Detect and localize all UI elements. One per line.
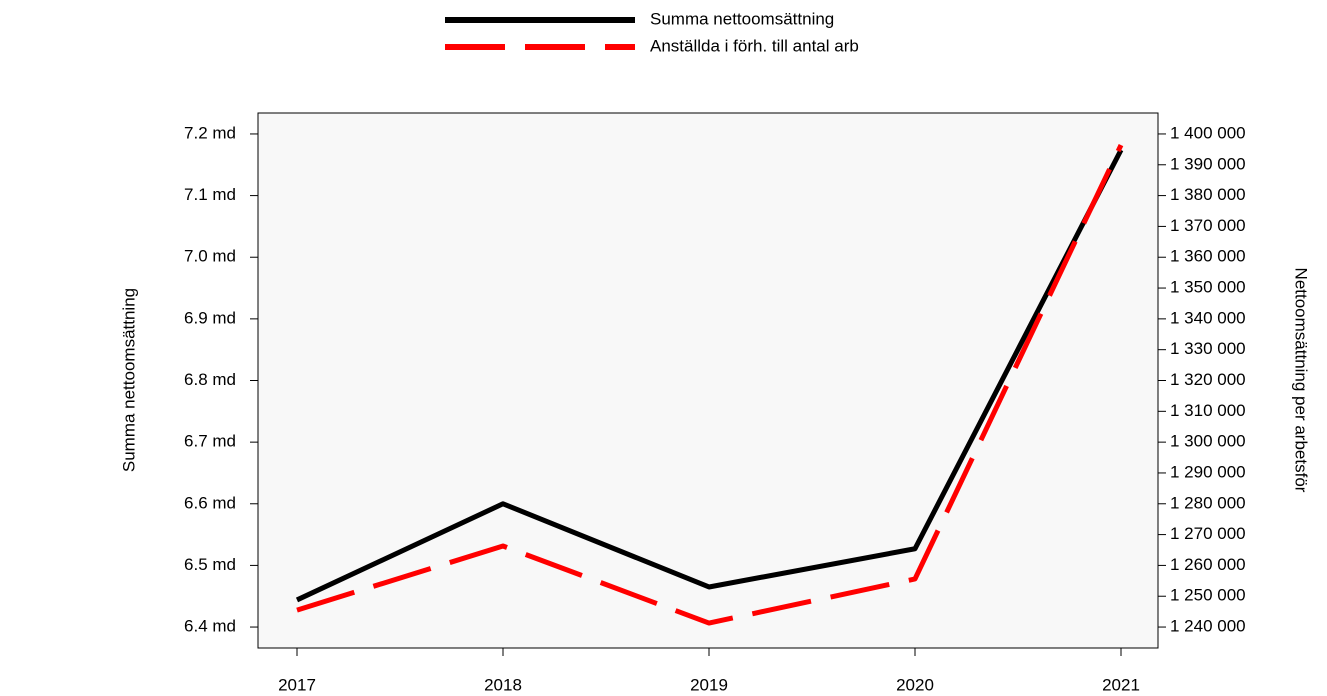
y2-tick-label: 1 280 000 [1170, 493, 1246, 512]
plot-area [257, 112, 1159, 649]
y2-tick-label: 1 240 000 [1170, 617, 1246, 636]
y-tick-label: 6.7 md [184, 432, 236, 451]
y2-tick-label: 1 340 000 [1170, 308, 1246, 327]
series-line [296, 143, 1124, 626]
y2-tick-label: 1 360 000 [1170, 247, 1246, 266]
y-tick-label: 6.6 md [184, 493, 236, 512]
y-tick-label: 6.4 md [184, 617, 236, 636]
y2-tick-label: 1 370 000 [1170, 216, 1246, 235]
x-tick-label: 2020 [896, 675, 934, 694]
y2-tick-label: 1 270 000 [1170, 524, 1246, 543]
y-tick-label: 7.2 md [184, 123, 236, 142]
y2-tick-label: 1 400 000 [1170, 123, 1246, 142]
y2-tick-label: 1 330 000 [1170, 339, 1246, 358]
series-line [295, 148, 1124, 603]
x-tick-label: 2017 [278, 675, 316, 694]
y2-tick-label: 1 380 000 [1170, 185, 1246, 204]
y2-tick-label: 1 260 000 [1170, 555, 1246, 574]
x-tick-label: 2018 [484, 675, 522, 694]
y2-axis-title: Nettoomsättning per arbetsför [1292, 268, 1311, 493]
y-tick-label: 6.5 md [184, 555, 236, 574]
y2-tick-label: 1 390 000 [1170, 154, 1246, 173]
y-axis-title: Summa nettoomsättning [119, 288, 138, 472]
legend-label: Summa nettoomsättning [650, 9, 834, 28]
x-tick-label: 2021 [1102, 675, 1140, 694]
legend-label: Anställda i förh. till antal arb [650, 36, 859, 55]
y-tick-label: 7.0 md [184, 247, 236, 266]
y2-tick-label: 1 320 000 [1170, 370, 1246, 389]
y2-tick-label: 1 290 000 [1170, 462, 1246, 481]
x-tick-label: 2019 [690, 675, 728, 694]
y-tick-label: 6.9 md [184, 308, 236, 327]
y-tick-label: 7.1 md [184, 185, 236, 204]
y-tick-label: 6.8 md [184, 370, 236, 389]
y2-tick-label: 1 300 000 [1170, 432, 1246, 451]
y2-tick-label: 1 310 000 [1170, 401, 1246, 420]
y2-tick-label: 1 250 000 [1170, 586, 1246, 605]
y2-tick-label: 1 350 000 [1170, 278, 1246, 297]
